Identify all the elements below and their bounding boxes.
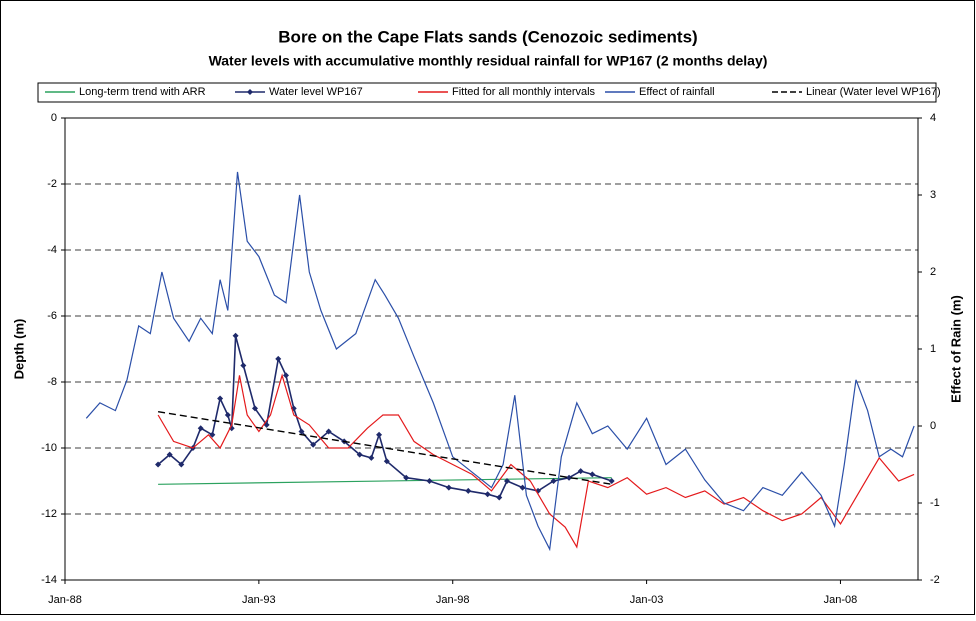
y-axis-label: Depth (m) bbox=[11, 319, 26, 380]
data-point bbox=[368, 454, 375, 461]
y-tick-label: -2 bbox=[47, 178, 57, 190]
data-point bbox=[550, 478, 557, 484]
data-point bbox=[240, 362, 247, 369]
data-point bbox=[209, 431, 216, 438]
data-point bbox=[356, 451, 363, 458]
data-point bbox=[232, 332, 239, 339]
data-point bbox=[484, 491, 491, 498]
legend-label: Effect of rainfall bbox=[639, 86, 715, 98]
data-point bbox=[166, 451, 173, 458]
data-point bbox=[403, 474, 410, 481]
data-point bbox=[504, 478, 511, 484]
legend-box bbox=[37, 82, 937, 103]
data-point bbox=[426, 478, 433, 484]
x-tick-label: Jan-88 bbox=[48, 594, 82, 606]
legend-label: Fitted for all monthly intervals bbox=[452, 86, 596, 98]
series-line bbox=[85, 171, 915, 552]
series-line bbox=[158, 477, 612, 485]
data-point bbox=[383, 458, 390, 465]
y-tick-label: -10 bbox=[41, 442, 57, 454]
y2-tick-label: 4 bbox=[930, 112, 936, 124]
data-point bbox=[283, 372, 290, 379]
y2-tick-label: -2 bbox=[930, 574, 940, 586]
data-point bbox=[566, 474, 573, 481]
y2-tick-label: 1 bbox=[930, 343, 936, 355]
data-point bbox=[445, 484, 452, 491]
data-point bbox=[197, 425, 204, 432]
data-point bbox=[325, 428, 332, 435]
data-point bbox=[275, 355, 282, 362]
series-line bbox=[157, 373, 915, 549]
y-tick-label: 0 bbox=[51, 112, 57, 124]
x-tick-label: Jan-93 bbox=[242, 594, 276, 606]
y-tick-label: -4 bbox=[47, 244, 57, 256]
data-point bbox=[608, 478, 615, 484]
data-point bbox=[310, 441, 317, 448]
data-point bbox=[589, 471, 596, 478]
chart-title: Bore on the Cape Flats sands (Cenozoic s… bbox=[278, 27, 697, 46]
plot-frame bbox=[64, 117, 919, 581]
x-tick-label: Jan-03 bbox=[630, 594, 664, 606]
data-point bbox=[155, 461, 162, 468]
data-point bbox=[224, 412, 231, 418]
series-line bbox=[157, 335, 612, 499]
data-point bbox=[577, 468, 584, 475]
y-tick-label: -12 bbox=[41, 508, 57, 520]
data-point bbox=[376, 431, 383, 438]
y2-tick-label: 0 bbox=[930, 420, 936, 432]
chart-subtitle: Water levels with accumulative monthly r… bbox=[209, 53, 768, 69]
y2-tick-label: -1 bbox=[930, 497, 940, 509]
data-point bbox=[465, 487, 472, 494]
data-point bbox=[519, 484, 526, 491]
data-point bbox=[251, 405, 258, 412]
data-point bbox=[217, 395, 224, 402]
y-tick-label: -6 bbox=[47, 310, 57, 322]
legend-marker bbox=[247, 89, 253, 95]
y2-tick-label: 2 bbox=[930, 266, 936, 278]
y2-tick-label: 3 bbox=[930, 189, 936, 201]
x-tick-label: Jan-98 bbox=[436, 594, 470, 606]
y-tick-label: -8 bbox=[47, 376, 57, 388]
legend-label: Linear (Water level WP167) bbox=[806, 86, 941, 98]
y2-axis-label: Effect of Rain (m) bbox=[948, 295, 963, 403]
data-point bbox=[298, 428, 305, 435]
legend-label: Long-term trend with ARR bbox=[79, 86, 206, 98]
data-point bbox=[496, 494, 503, 501]
legend-label: Water level WP167 bbox=[269, 86, 363, 98]
data-point bbox=[178, 461, 185, 468]
y-tick-label: -14 bbox=[41, 574, 57, 586]
x-tick-label: Jan-08 bbox=[824, 594, 858, 606]
